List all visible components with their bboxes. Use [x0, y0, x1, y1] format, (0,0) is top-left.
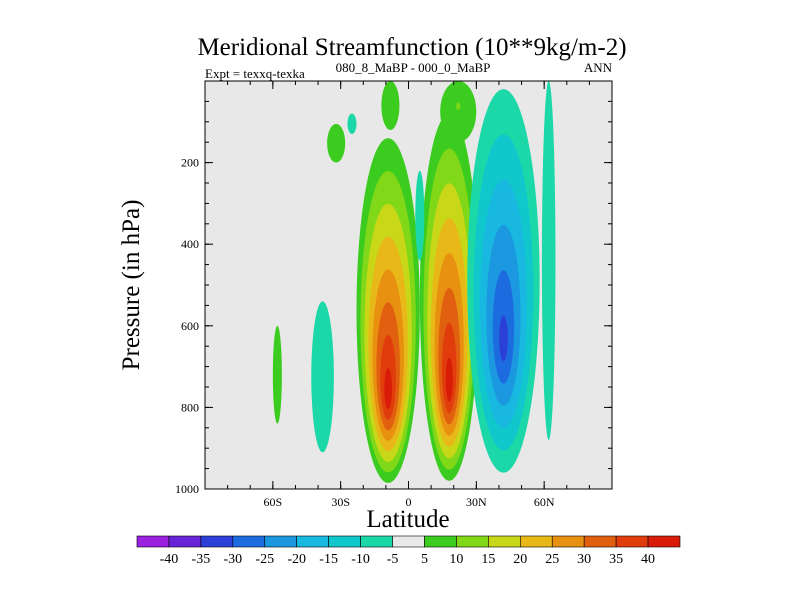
colorbar-swatch	[392, 535, 425, 548]
colorbar-swatch	[647, 535, 681, 548]
x-axis: 60S 30S 0 30N 60N	[204, 81, 613, 509]
colorbar-tick-label: -10	[351, 552, 370, 567]
x-tick-label: 30N	[466, 495, 487, 509]
center-label: 080_8_MaBP - 000_0_MaBP	[336, 60, 491, 75]
y-axis-label: Pressure (in hPa)	[118, 200, 145, 371]
cell-b-level-40	[445, 357, 453, 402]
colorbar-swatch	[424, 535, 457, 548]
colorbar-tick-label: -35	[192, 552, 211, 567]
colorbar-swatch	[519, 535, 553, 548]
colorbar-tick-label: 30	[577, 552, 591, 567]
x-tick-label: 0	[406, 495, 412, 509]
left-label: Expt = texxq-texka	[205, 66, 305, 81]
y-tick-label: 200	[181, 156, 199, 170]
cell-e-level-5	[440, 81, 477, 143]
cell-g-level--5	[311, 301, 334, 453]
colorbar-tick-label: 5	[421, 552, 428, 567]
cell-h-level-5	[272, 325, 282, 424]
colorbar-swatch	[232, 535, 266, 548]
cell-a-level-40	[384, 367, 392, 410]
colorbar-tick-label: -30	[223, 552, 242, 567]
cell-j-level--5	[415, 170, 425, 261]
cell-i-level--5	[347, 113, 357, 135]
right-label: ANN	[584, 60, 613, 75]
colorbar-tick-label: -25	[255, 552, 274, 567]
chart-title: Meridional Streamfunction (10**9kg/m-2)	[197, 34, 626, 61]
colorbar-swatch	[168, 535, 202, 548]
colorbar: -40 -35 -30 -25 -20 -15 -10 -5 5 10 15 20 25 30 35 40	[136, 535, 681, 567]
y-tick-label: 600	[181, 319, 199, 333]
colorbar-tick-label: -40	[160, 552, 179, 567]
contour-fills	[272, 80, 556, 483]
cell-k-level--5	[541, 80, 556, 441]
colorbar-tick-label: 20	[513, 552, 527, 567]
x-tick-label: 60S	[263, 495, 282, 509]
cell-e-level-10	[456, 102, 461, 110]
colorbar-swatch	[551, 535, 585, 548]
colorbar-tick-label: 35	[609, 552, 623, 567]
colorbar-tick-label: 40	[641, 552, 655, 567]
colorbar-tick-label: -15	[319, 552, 338, 567]
x-axis-label: Latitude	[366, 506, 449, 533]
y-tick-label: 400	[181, 237, 199, 251]
y-tick-label: 1000	[175, 482, 199, 496]
colorbar-swatch	[456, 535, 489, 548]
colorbar-tick-label: 25	[545, 552, 559, 567]
colorbar-swatch	[264, 535, 298, 548]
x-tick-label: 60N	[534, 495, 555, 509]
colorbar-tick-label: -5	[387, 552, 399, 567]
colorbar-tick-label: 10	[449, 552, 463, 567]
colorbar-swatch	[136, 535, 170, 548]
colorbar-swatch	[583, 535, 617, 548]
cell-d-level-5	[381, 81, 400, 130]
cell-f-level-5	[327, 123, 346, 163]
x-tick-label: 30S	[331, 495, 350, 509]
colorbar-swatch	[200, 535, 234, 548]
colorbar-swatch	[615, 535, 649, 548]
colorbar-tick-label: 15	[481, 552, 495, 567]
colorbar-swatch	[296, 535, 329, 548]
y-axis: 200 400 600 800 1000	[175, 80, 612, 496]
colorbar-swatch	[360, 535, 393, 548]
colorbar-swatch	[328, 535, 361, 548]
colorbar-tick-label: -20	[287, 552, 306, 567]
cell-c-level--30	[499, 315, 508, 362]
colorbar-swatch	[488, 535, 521, 548]
y-tick-label: 800	[181, 400, 199, 414]
